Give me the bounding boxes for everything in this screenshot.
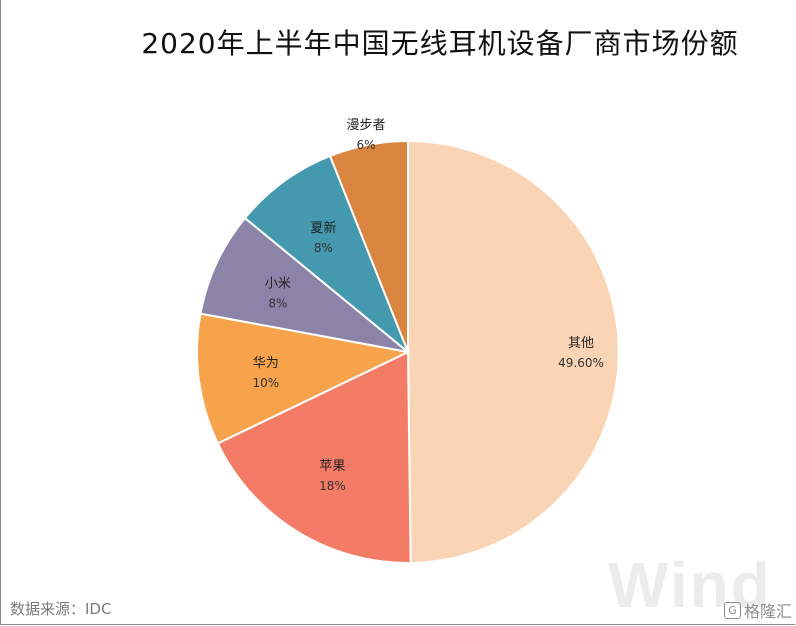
pie-slices [196, 139, 620, 564]
pie-slice-3 [199, 216, 409, 353]
slice-value-3: 8% [268, 297, 287, 311]
brand-mark: G 格隆汇 [724, 598, 792, 622]
pie-slice-2 [196, 312, 412, 445]
slice-value-5: 6% [356, 138, 375, 152]
brand-name: 格隆汇 [744, 602, 793, 621]
slice-value-4: 8% [314, 241, 333, 255]
slice-label-5: 漫步者 [346, 118, 385, 133]
pie-slice-0 [407, 139, 620, 564]
slice-label-3: 小米 [265, 277, 291, 292]
slice-label-1: 苹果 [319, 459, 345, 474]
pie-slice-1 [216, 350, 412, 564]
slice-label-4: 夏新 [310, 220, 336, 236]
pie-slice-5 [328, 139, 409, 353]
brand-logo-icon: G [724, 601, 741, 619]
slice-label-0: 其他 [568, 336, 594, 351]
slice-label-2: 华为 [253, 356, 279, 371]
wind-watermark: Wind [608, 549, 772, 621]
slice-value-0: 49.60% [558, 356, 604, 370]
slice-value-2: 10% [252, 376, 279, 390]
slice-value-1: 18% [319, 479, 346, 493]
chart-title: 2020年上半年中国无线耳机设备厂商市场份额 [141, 27, 739, 60]
data-source-note: 数据来源：IDC [10, 600, 112, 618]
pie-labels: 其他 49.60% 苹果 18% 华为 10% 小米 8% 夏新 8% 漫步者 6% [252, 118, 603, 493]
pie-slice-4 [243, 154, 409, 353]
